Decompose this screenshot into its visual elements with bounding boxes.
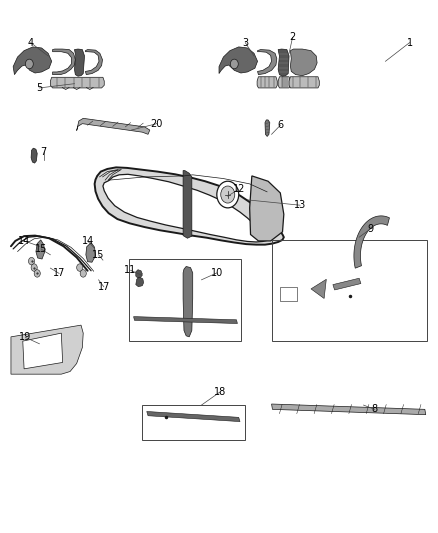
Text: 5: 5 [36,83,42,93]
Polygon shape [278,49,289,76]
Circle shape [25,59,33,69]
Polygon shape [77,118,150,134]
Bar [272,240,427,341]
Circle shape [77,264,83,271]
Polygon shape [85,50,102,75]
Text: 15: 15 [35,245,48,254]
Bar [280,287,297,301]
Polygon shape [53,49,75,75]
Bar [142,405,245,440]
Text: 19: 19 [19,333,32,342]
Text: 10: 10 [211,268,223,278]
Polygon shape [183,266,193,337]
Circle shape [221,186,235,203]
Polygon shape [31,148,37,163]
Polygon shape [23,333,63,369]
Polygon shape [290,49,317,76]
Circle shape [34,270,40,277]
Circle shape [31,264,37,271]
Polygon shape [250,176,284,241]
Text: 18: 18 [214,387,226,397]
Polygon shape [219,47,258,74]
Text: 8: 8 [371,405,378,414]
Polygon shape [272,404,426,415]
Circle shape [28,257,35,265]
Text: 12: 12 [233,184,245,194]
Polygon shape [103,174,268,242]
Polygon shape [258,50,277,75]
Polygon shape [265,120,270,136]
Polygon shape [134,317,237,324]
Polygon shape [354,216,389,268]
Polygon shape [50,77,104,88]
Polygon shape [333,278,361,290]
Bar [129,259,241,341]
Text: 7: 7 [41,147,47,157]
Circle shape [230,59,238,69]
Text: 3: 3 [242,38,248,47]
Polygon shape [311,279,326,298]
Text: 2: 2 [290,33,296,42]
Text: 4: 4 [28,38,34,47]
Text: 13: 13 [294,200,306,210]
Text: 1: 1 [406,38,413,47]
Text: 6: 6 [277,120,283,130]
Text: 15: 15 [92,250,105,260]
Polygon shape [74,49,85,76]
Polygon shape [13,47,52,75]
Text: 9: 9 [367,224,373,234]
Polygon shape [278,77,290,88]
Polygon shape [183,171,192,238]
Text: 17: 17 [98,282,110,292]
Polygon shape [95,167,284,245]
Polygon shape [136,270,142,278]
Text: 11: 11 [124,265,137,275]
Text: 20: 20 [151,119,163,128]
Circle shape [217,181,239,208]
Polygon shape [136,277,144,287]
Text: 14: 14 [18,236,30,246]
Polygon shape [86,243,95,262]
Polygon shape [11,325,83,374]
Text: 17: 17 [53,269,65,278]
Text: 14: 14 [81,236,94,246]
Polygon shape [147,411,240,422]
Circle shape [80,270,86,277]
Polygon shape [289,77,319,88]
Polygon shape [36,240,45,259]
Polygon shape [257,77,277,88]
